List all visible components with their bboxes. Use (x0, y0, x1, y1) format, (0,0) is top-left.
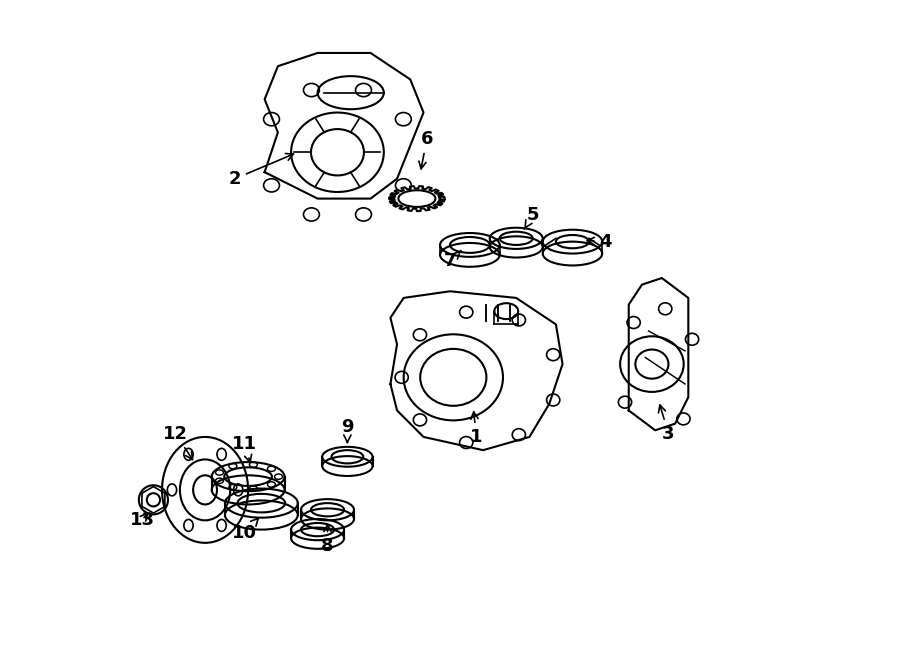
Text: 10: 10 (232, 518, 258, 542)
Text: 5: 5 (525, 206, 539, 229)
Polygon shape (265, 53, 424, 199)
Text: 12: 12 (163, 424, 193, 459)
Polygon shape (389, 186, 445, 211)
Text: 13: 13 (130, 510, 155, 529)
Text: 9: 9 (341, 418, 354, 442)
Text: 3: 3 (659, 405, 675, 443)
Text: 8: 8 (321, 524, 334, 555)
Text: 11: 11 (232, 434, 257, 462)
Text: 4: 4 (587, 232, 612, 251)
Polygon shape (391, 291, 562, 450)
Text: 6: 6 (418, 130, 433, 169)
Polygon shape (629, 278, 688, 430)
Text: 2: 2 (229, 154, 293, 188)
Text: 1: 1 (470, 412, 482, 446)
Text: 7: 7 (444, 250, 461, 271)
